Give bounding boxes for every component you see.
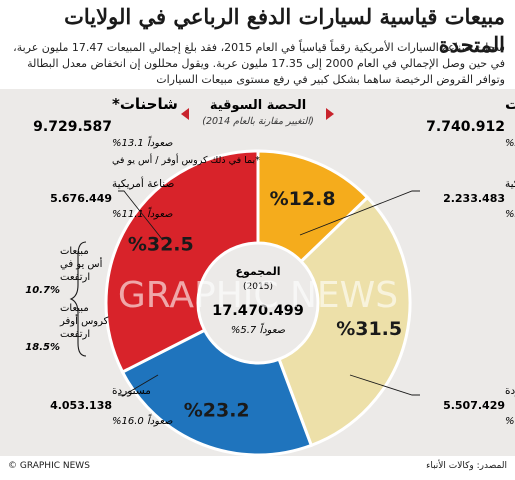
trucks-total: 9.729.587	[33, 119, 112, 135]
center-total: 17.470.499	[212, 303, 304, 319]
trucks-imported-value: 4.053.138	[50, 399, 112, 412]
cars-imported-value: 5.507.429	[443, 399, 505, 412]
slice-value-label: %31.5	[336, 318, 402, 340]
center-label: المجموع	[236, 265, 281, 278]
market-share-note: (التغيير مقارنة بالعام 2014)	[202, 116, 314, 127]
trucks-american-value: 5.676.449	[50, 192, 112, 205]
cars-label: سيارات	[505, 95, 515, 113]
cars-change: هبوطاً 2.2%	[505, 135, 515, 149]
trucks-american-change: صعوداً 11.1%	[112, 206, 173, 220]
source-credit: المصدر: وكالات الأنباء	[426, 461, 507, 471]
cars-imported-change: هبوطاً 0.9%	[505, 413, 515, 427]
center-year: (2015)	[243, 282, 273, 292]
cars-american-value: 2.233.483	[443, 192, 505, 205]
watermark: GRAPHIC NEWS	[118, 275, 398, 316]
trucks-label: شاحنات*	[112, 95, 178, 113]
slice-value-label: %23.2	[184, 399, 250, 421]
slice-value-label: %32.5	[128, 233, 194, 255]
donut-chart: %12.8 %31.5 %23.2 %32.5 الحصة السوقية (التغ…	[25, 95, 515, 457]
leader-line-cars-imported	[349, 374, 420, 396]
slice-trucks-american	[104, 149, 260, 375]
leader-line-trucks-imported	[118, 374, 159, 396]
suv-note-change: 10.7%	[25, 285, 60, 296]
leader-lines	[118, 190, 420, 396]
suv-note-line1: مبيعات	[60, 246, 89, 257]
cars-american-change: هبوطاً 5.4%	[505, 206, 515, 220]
cars-american-label: صناعة أمريكية	[505, 176, 515, 190]
cars-total: 7.740.912	[426, 119, 505, 135]
chart-panel: %12.8 %31.5 %23.2 %32.5 الحصة السوقية (التغ…	[0, 89, 515, 457]
brace-icon	[69, 241, 87, 357]
crossover-note-change: 18.5%	[25, 342, 60, 353]
trucks-imported-change: صعوداً 16.0%	[112, 413, 173, 427]
left-arrow-icon	[181, 108, 189, 120]
page-title: مبيعات قياسية لسيارات الدفع الرباعي في ا…	[64, 4, 505, 57]
center-change: صعوداً 5.7%	[231, 322, 286, 336]
slice-value-label: %12.8	[270, 188, 336, 210]
leader-line-trucks-american	[118, 190, 163, 240]
trucks-american-label: صناعة أمريكية	[112, 176, 174, 190]
intro-text: سجلت صناعة السيارات الأمريكية رقماً قياس…	[13, 41, 505, 86]
trucks-footnote: *بما في ذلك كروس أوفر / أس يو في	[112, 153, 260, 166]
crossover-note-line3: ارتفعت	[60, 329, 90, 340]
leader-line-cars-american	[299, 190, 420, 236]
market-share-title: الحصة السوقية	[210, 98, 306, 113]
suv-note-line3: ارتفعت	[60, 272, 90, 283]
crossover-note-line1: مبيعات	[60, 303, 89, 314]
trucks-change: صعوداً 13.1%	[112, 135, 173, 149]
copyright: © GRAPHIC NEWS	[8, 461, 90, 471]
suv-note-line2: أس يو في	[60, 257, 103, 270]
cars-imported-label: مستوردة	[505, 385, 515, 397]
crossover-note-line2: كروس أوفر	[59, 314, 109, 327]
right-arrow-icon	[326, 108, 334, 120]
source-bar: المصدر: وكالات الأنباء © GRAPHIC NEWS	[0, 458, 515, 480]
